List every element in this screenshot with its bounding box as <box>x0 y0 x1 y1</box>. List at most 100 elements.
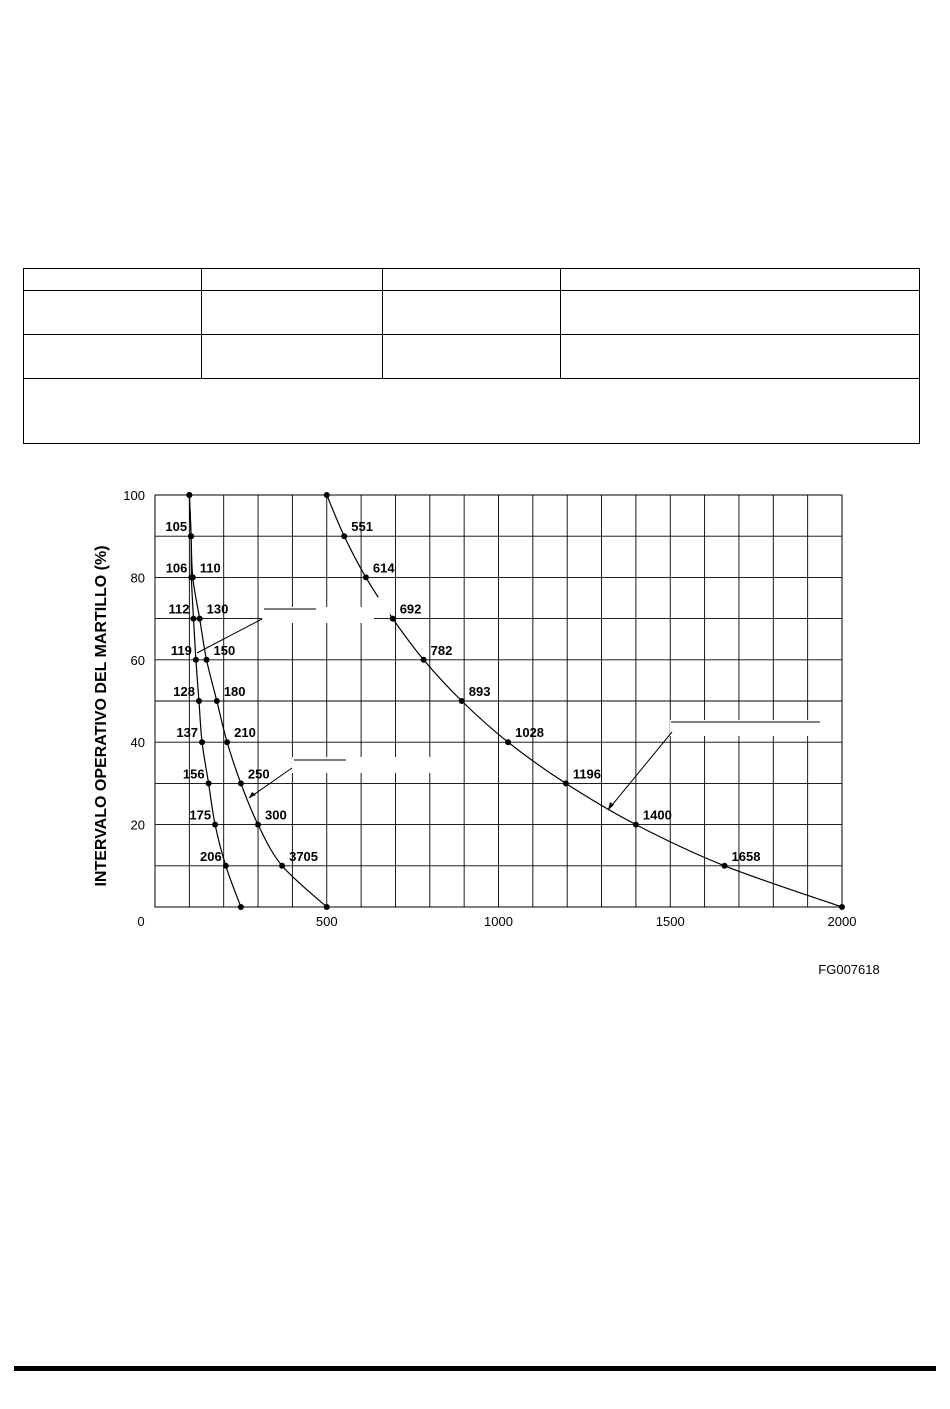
table-cell <box>201 290 383 335</box>
curve-gap-mask <box>376 595 391 618</box>
data-point <box>323 492 330 498</box>
data-label: 206 <box>200 849 222 864</box>
page-bottom-rule <box>14 1366 936 1371</box>
leader-line <box>196 618 263 654</box>
data-point <box>721 862 728 869</box>
table-cell <box>560 268 920 291</box>
data-label: 1400 <box>643 808 672 823</box>
data-label: 156 <box>183 766 205 781</box>
figure-code: FG007618 <box>818 962 879 977</box>
data-point <box>199 739 206 746</box>
data-label: 782 <box>431 643 453 658</box>
callout-mask <box>670 720 822 736</box>
data-point <box>341 533 348 540</box>
data-label: 180 <box>224 684 246 699</box>
data-point <box>188 533 195 540</box>
table-row <box>23 290 920 335</box>
x-tick-label: 2000 <box>828 914 857 929</box>
data-label: 614 <box>373 560 395 575</box>
data-point <box>279 862 286 869</box>
data-point <box>255 821 262 828</box>
table-cell <box>382 290 561 335</box>
data-point <box>203 656 210 663</box>
data-label: 1196 <box>573 766 601 781</box>
data-label: 106 <box>166 560 188 575</box>
table-cell <box>201 334 383 379</box>
y-axis-label: INTERVALO OPERATIVO DEL MARTILLO (%) <box>93 545 110 886</box>
data-label: 105 <box>165 519 187 534</box>
data-point <box>224 739 231 746</box>
data-point <box>190 615 197 622</box>
data-point <box>192 656 199 663</box>
hammer-operating-range-chart: 0 500 1000 1500 2000 20 40 60 80 100 105 106 112 119… <box>93 488 880 977</box>
y-tick-label: 100 <box>123 488 145 503</box>
y-tick-label: 20 <box>131 818 145 833</box>
data-label: 175 <box>189 808 211 823</box>
table-cell <box>382 334 561 379</box>
data-point <box>632 821 639 828</box>
data-point <box>323 904 330 910</box>
x-tick-label: 0 <box>137 914 144 929</box>
series-line-3 <box>326 494 843 908</box>
table-row <box>23 268 920 291</box>
data-label: 551 <box>351 519 373 534</box>
data-label: 1658 <box>732 849 761 864</box>
data-point <box>212 821 219 828</box>
data-label: 110 <box>200 560 221 575</box>
data-label: 1028 <box>515 725 544 740</box>
table-note-cell <box>23 378 920 444</box>
data-point <box>196 615 203 622</box>
table-row <box>23 378 920 444</box>
table-cell <box>382 268 561 291</box>
data-labels: 105 106 112 119 128 137 156 175 206 110 130 150 180 2… <box>165 519 760 864</box>
y-tick-label: 40 <box>131 735 145 750</box>
leader-line <box>248 767 293 799</box>
data-label: 150 <box>214 643 236 658</box>
grid <box>155 495 842 907</box>
data-point <box>389 615 396 622</box>
data-point <box>189 574 196 581</box>
callout-mask <box>262 607 374 623</box>
data-label: 692 <box>400 602 422 617</box>
data-label: 893 <box>469 684 491 699</box>
axes: 0 500 1000 1500 2000 20 40 60 80 100 <box>123 488 856 929</box>
data-label: 250 <box>248 766 270 781</box>
data-point <box>213 698 220 704</box>
data-point <box>839 904 845 910</box>
x-tick-label: 1500 <box>656 914 685 929</box>
data-point <box>205 780 212 787</box>
data-point <box>237 904 244 910</box>
x-tick-label: 500 <box>316 914 338 929</box>
data-point <box>458 698 465 704</box>
data-label: 137 <box>176 725 198 740</box>
table-row <box>23 334 920 379</box>
data-point <box>362 574 369 581</box>
leader-line <box>607 731 673 811</box>
series <box>186 492 845 910</box>
data-point <box>222 862 229 869</box>
data-point <box>186 492 193 498</box>
data-label: 112 <box>168 602 189 617</box>
leader-arrowhead <box>608 802 614 810</box>
data-label: 119 <box>171 643 192 658</box>
data-label: 128 <box>173 684 195 699</box>
table-cell <box>23 268 202 291</box>
table-cell <box>201 268 383 291</box>
data-label: 3705 <box>289 849 318 864</box>
table-cell <box>23 290 202 335</box>
data-point <box>195 698 202 704</box>
spec-table <box>23 268 920 444</box>
callout-mask <box>292 757 462 773</box>
y-tick-label: 60 <box>131 653 145 668</box>
plot-frame <box>154 494 843 908</box>
data-point <box>562 780 569 787</box>
table-cell <box>560 334 920 379</box>
leader-arrowhead <box>249 792 256 798</box>
data-label: 130 <box>207 602 229 617</box>
data-label: 300 <box>265 808 287 823</box>
data-point <box>237 780 244 787</box>
x-tick-label: 1000 <box>484 914 513 929</box>
y-tick-label: 80 <box>131 570 145 585</box>
data-label: 210 <box>234 725 256 740</box>
table-cell <box>560 290 920 335</box>
